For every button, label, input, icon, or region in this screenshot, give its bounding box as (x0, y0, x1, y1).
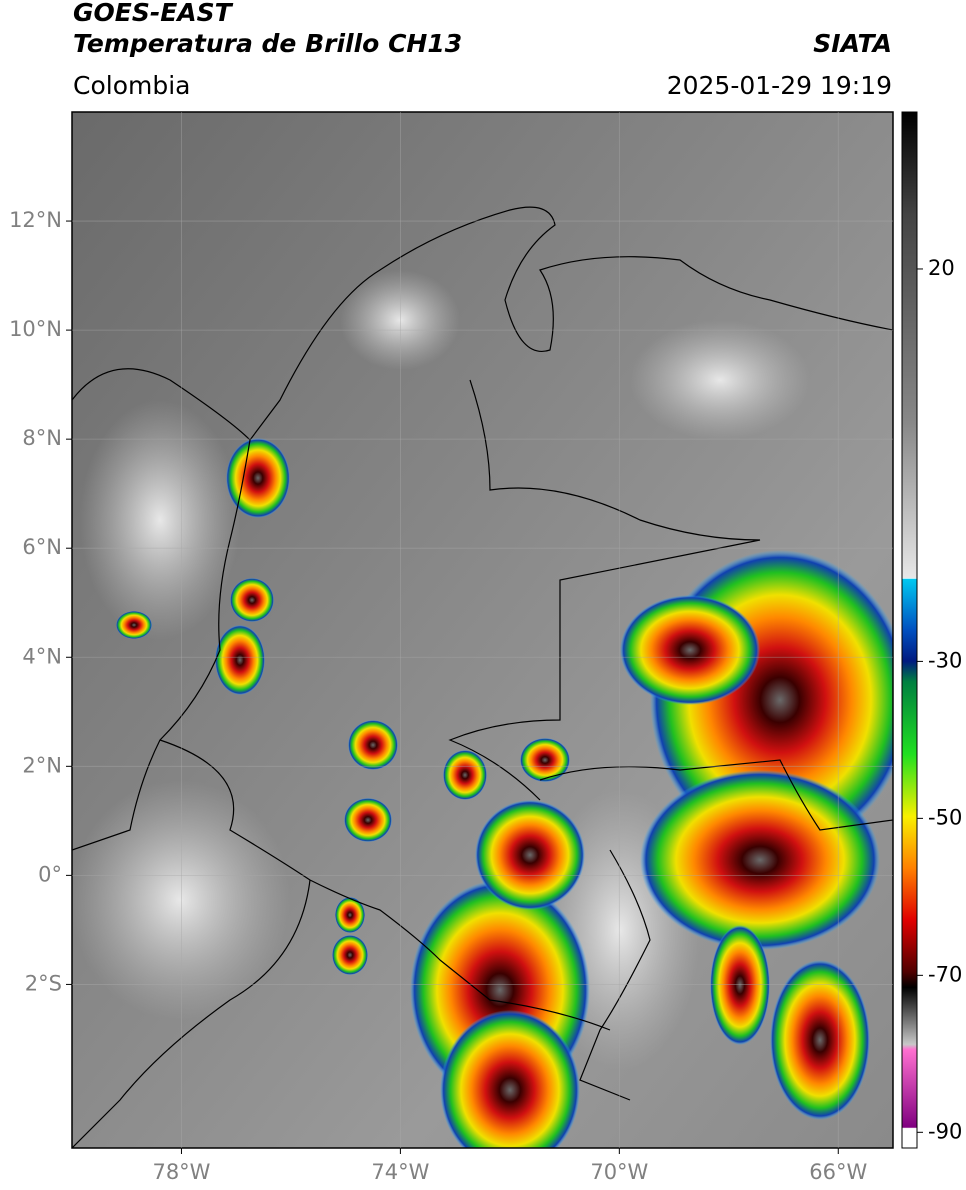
y-tick-label: 4°N (22, 644, 62, 668)
y-tick-label: 10°N (9, 317, 62, 341)
y-tick-label: 2°N (22, 753, 62, 777)
colorbar-tick-label: -50 (928, 805, 962, 829)
y-tick-label: 12°N (9, 208, 62, 232)
title: GOES-EAST (73, 0, 234, 27)
colorbar-tick-label: -90 (928, 1119, 962, 1143)
source: SIATA (813, 29, 892, 58)
subtitle: Temperatura de Brillo CH13 (73, 29, 462, 58)
x-tick-label: 66°W (809, 1160, 867, 1184)
colorbar-tick-label: 20 (928, 256, 955, 280)
region: Colombia (73, 71, 190, 100)
y-tick-label: 0° (38, 862, 62, 886)
x-tick-label: 78°W (152, 1160, 210, 1184)
x-tick-label: 70°W (590, 1160, 648, 1184)
x-tick-label: 74°W (371, 1160, 429, 1184)
map-frame (71, 111, 894, 1149)
colorbar (901, 111, 918, 1149)
y-tick-label: 6°N (22, 535, 62, 559)
colorbar-tick-label: -30 (928, 648, 962, 672)
timestamp: 2025-01-29 19:19 (667, 71, 892, 100)
satellite-image (72, 112, 893, 1148)
colorbar-tick-label: -70 (928, 962, 962, 986)
y-tick-label: 2°S (25, 971, 62, 995)
y-tick-label: 8°N (22, 426, 62, 450)
